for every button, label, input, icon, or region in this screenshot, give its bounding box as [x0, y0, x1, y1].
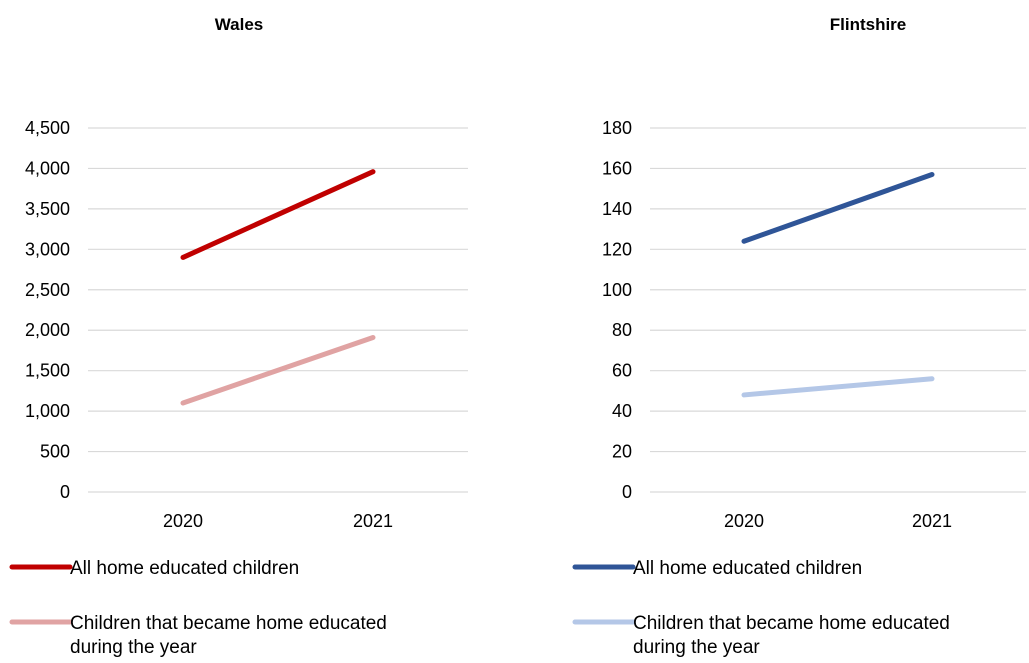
wales-legend-label: All home educated children: [70, 558, 299, 579]
wales-legend-label: Children that became home educated during…: [70, 613, 387, 658]
wales-chart-title: Wales: [215, 15, 264, 34]
flintshire-y-tick-label: 180: [602, 118, 632, 138]
flintshire-legend-label: Children that became home educated during…: [633, 613, 950, 658]
flintshire-y-tick-label: 140: [602, 199, 632, 219]
flintshire-y-tick-label: 160: [602, 158, 632, 178]
wales-y-tick-label: 1,000: [25, 401, 70, 421]
wales-series-line-all-home-educated-children: [180, 169, 376, 260]
wales-y-tick-label: 3,000: [25, 239, 70, 259]
wales-chart-panel: Wales 0 500 1,000 1,500 2,000 2,500 3,000 3,500 4…: [9, 15, 468, 658]
flintshire-y-tick-label: 100: [602, 280, 632, 300]
wales-y-tick-label: 500: [40, 442, 70, 462]
wales-series-line-children-that-became-home-educated-during-the-year: [180, 335, 376, 406]
flintshire-y-tick-label: 40: [612, 401, 632, 421]
flintshire-x-tick-label: 2020: [724, 511, 764, 531]
flintshire-chart-panel: Flintshire 0 20 40 60 80 100 120 140 160 180 2020 20…: [572, 15, 1026, 658]
flintshire-x-tick-label: 2021: [912, 511, 952, 531]
flintshire-y-tick-label: 60: [612, 361, 632, 381]
flintshire-y-tick-label: 120: [602, 239, 632, 259]
wales-y-tick-label: 4,000: [25, 158, 70, 178]
flintshire-y-tick-label: 0: [622, 482, 632, 502]
wales-y-tick-label: 0: [60, 482, 70, 502]
flintshire-series-line-all-home-educated-children: [741, 172, 935, 244]
flintshire-y-tick-label: 20: [612, 442, 632, 462]
wales-y-tick-label: 4,500: [25, 118, 70, 138]
wales-x-tick-label: 2021: [353, 511, 393, 531]
wales-y-tick-label: 2,500: [25, 280, 70, 300]
wales-y-tick-label: 1,500: [25, 361, 70, 381]
wales-y-tick-label: 3,500: [25, 199, 70, 219]
wales-x-tick-label: 2020: [163, 511, 203, 531]
flintshire-y-tick-label: 80: [612, 320, 632, 340]
flintshire-chart-title: Flintshire: [830, 15, 907, 34]
wales-y-tick-label: 2,000: [25, 320, 70, 340]
flintshire-legend-label: All home educated children: [633, 558, 862, 579]
flintshire-series-line-children-that-became-home-educated-during-the-year: [741, 376, 935, 398]
